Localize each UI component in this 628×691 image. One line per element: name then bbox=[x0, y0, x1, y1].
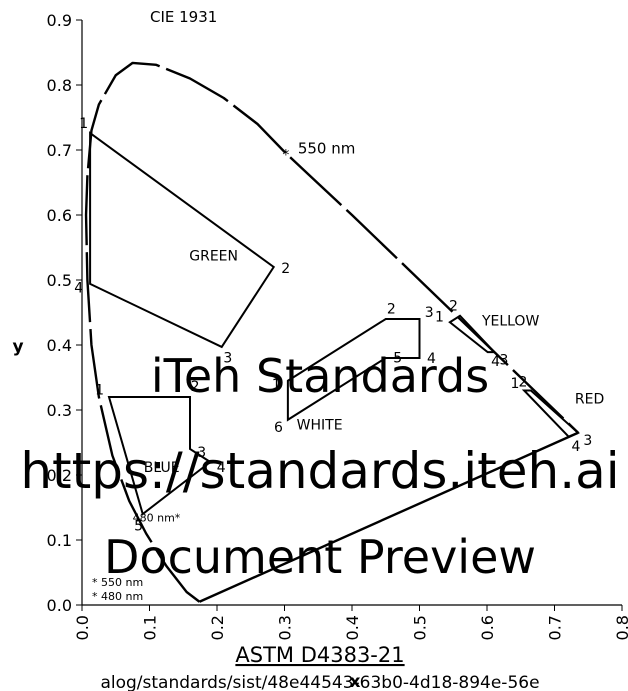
wavelength-annotation: 550 nm bbox=[298, 139, 356, 157]
yellow-vertex-label: 4 bbox=[491, 354, 500, 370]
x-tick-label: 0.1 bbox=[141, 615, 160, 640]
white-vertex-label: 2 bbox=[387, 301, 396, 317]
blue-vertex-label: 5 bbox=[134, 518, 143, 534]
white-vertex-label: 4 bbox=[427, 351, 436, 367]
red-vertex-label: 4 bbox=[571, 439, 580, 455]
watermark-line-4: ASTM D4383-21 bbox=[235, 643, 404, 667]
red-vertex-label: 3 bbox=[583, 433, 592, 449]
blue-region bbox=[107, 396, 212, 516]
y-tick-label: 0.8 bbox=[47, 76, 72, 95]
y-tick-label: 0.3 bbox=[47, 401, 72, 420]
x-tick-label: 0.7 bbox=[546, 615, 565, 640]
y-tick-label: 0.2 bbox=[47, 466, 72, 485]
yellow-region-label: YELLOW bbox=[481, 314, 540, 330]
red-vertex-label: 1 bbox=[510, 376, 519, 392]
white-vertex-label: 6 bbox=[274, 420, 283, 436]
green-region-label: GREEN bbox=[189, 249, 238, 265]
green-vertex-label: 1 bbox=[79, 116, 88, 132]
blue-vertex-label: 3 bbox=[197, 445, 206, 461]
green-vertex-label: 3 bbox=[223, 350, 232, 366]
y-tick-label: 0.7 bbox=[47, 141, 72, 160]
green-vertex-label: 2 bbox=[281, 261, 290, 277]
y-axis-label: y bbox=[12, 337, 23, 357]
watermark-line-2: https://standards.iteh.ai bbox=[20, 442, 619, 500]
spectral-locus bbox=[84, 61, 579, 603]
x-tick-label: 0.4 bbox=[343, 615, 362, 640]
y-tick-label: 0.9 bbox=[47, 11, 72, 30]
blue-region-label: BLUE bbox=[144, 460, 180, 476]
x-tick-label: 0.8 bbox=[613, 615, 628, 640]
yellow-region bbox=[448, 314, 497, 354]
white-vertex-label: 5 bbox=[393, 350, 402, 366]
white-region bbox=[286, 318, 421, 422]
yellow-vertex-label: 2 bbox=[449, 299, 458, 315]
wavelength-annotation: 480 nm* bbox=[133, 511, 181, 524]
blue-vertex-label: 4 bbox=[217, 460, 226, 476]
x-tick-label: 0.2 bbox=[208, 615, 227, 640]
blue-vertex-label: 1 bbox=[95, 383, 104, 399]
y-tick-label: 0.5 bbox=[47, 271, 72, 290]
legend-note-480: * 480 nm bbox=[92, 590, 143, 603]
x-tick-label: 0.3 bbox=[276, 615, 295, 640]
watermark-line-1: iTeh Standards bbox=[151, 349, 489, 403]
watermark-line-5: alog/standards/sist/48e44543-63b0-4d18-8… bbox=[100, 673, 539, 691]
y-tick-label: 0.0 bbox=[47, 596, 72, 615]
blue-vertex-label: 2 bbox=[191, 379, 200, 395]
axes: 0.0 0.1 0.2 0.3 0.4 0.5 0.6 0.7 0.8 0.0 0.1 0.2 0.3 0… bbox=[47, 11, 628, 640]
x-tick-label: 0.0 bbox=[73, 615, 92, 640]
red-region bbox=[521, 389, 580, 438]
y-tick-label: 0.4 bbox=[47, 336, 72, 355]
red-region-label: RED bbox=[575, 392, 604, 408]
x-axis-label: x bbox=[350, 672, 361, 691]
chart-title: CIE 1931 bbox=[150, 8, 217, 26]
watermark: iTeh Standards https://standards.iteh.ai… bbox=[20, 349, 619, 691]
x-tick-label: 0.6 bbox=[478, 615, 497, 640]
white-vertex-label: 1 bbox=[272, 377, 281, 393]
y-tick-label: 0.1 bbox=[47, 531, 72, 550]
yellow-vertex-label: 3 bbox=[499, 352, 508, 368]
green-region bbox=[89, 131, 276, 349]
white-region-label: WHITE bbox=[297, 418, 343, 434]
purple-line bbox=[198, 431, 579, 603]
wavelength-marker: * bbox=[282, 147, 289, 163]
x-tick-label: 0.5 bbox=[411, 615, 430, 640]
watermark-line-3: Document Preview bbox=[104, 530, 536, 584]
red-vertex-label: 2 bbox=[518, 375, 527, 391]
green-vertex-label: 4 bbox=[74, 281, 83, 297]
y-tick-label: 0.6 bbox=[47, 206, 72, 225]
white-vertex-label: 3 bbox=[425, 305, 434, 321]
yellow-vertex-label: 1 bbox=[435, 309, 444, 325]
legend-note-550: * 550 nm bbox=[92, 576, 143, 589]
